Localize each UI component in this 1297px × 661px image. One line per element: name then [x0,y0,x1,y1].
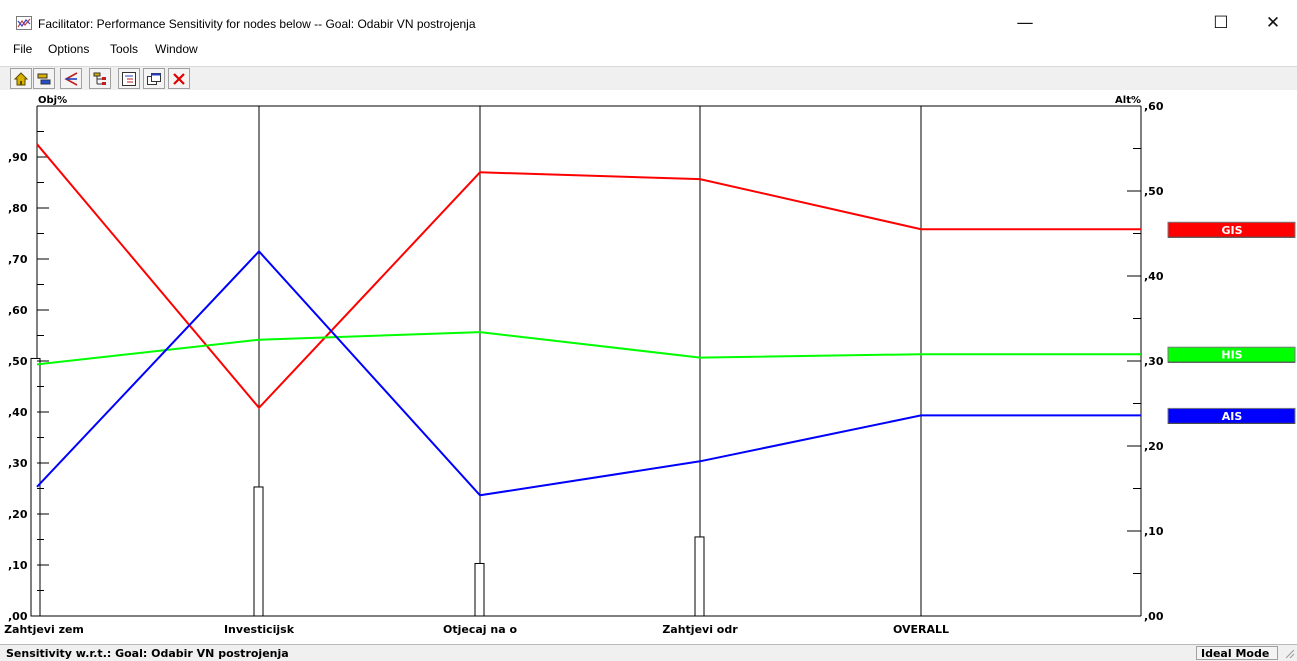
category-label: Investicijsk [224,623,295,636]
maximize-button[interactable]: ☐ [1213,13,1229,33]
left-axis-label: Obj% [38,95,67,106]
category-label: Zahtjevi odr [662,623,738,636]
toolbar [0,66,1297,92]
left-tick-label: ,00 [8,610,28,623]
minimize-button[interactable]: — [1016,13,1034,33]
status-text: Sensitivity w.r.t.: Goal: Odabir VN post… [6,647,289,660]
left-tick-label: ,50 [8,355,28,368]
left-tick-label: ,80 [8,202,28,215]
left-tick-label: ,70 [8,253,28,266]
right-tick-label: ,00 [1144,610,1164,623]
close-x-icon[interactable] [168,68,190,89]
objective-weight-bar-1 [30,357,41,617]
layers-icon[interactable] [33,68,55,89]
menu-window[interactable]: Window [155,42,198,56]
right-tick-label: ,40 [1144,270,1164,283]
objective-weight-bar-3 [474,562,485,617]
series-line-his [36,331,1141,366]
objective-bars[interactable] [30,357,705,617]
left-tick-label: ,30 [8,457,28,470]
close-button[interactable]: ✕ [1265,13,1281,33]
legend-item-ais[interactable]: AIS [1167,407,1296,424]
objective-weight-bar-4 [694,536,705,617]
windows-icon[interactable] [143,68,165,89]
resize-grip-icon[interactable] [1283,647,1295,659]
home-icon[interactable] [10,68,32,89]
legend-label-gis: GIS [1221,224,1242,237]
series-line-ais [36,249,1141,497]
right-tick-label: ,20 [1144,440,1164,453]
right-axis-label: Alt% [1115,95,1141,106]
tree-view-icon[interactable] [118,68,140,89]
status-bar: Sensitivity w.r.t.: Goal: Odabir VN post… [0,644,1297,661]
title-bar: Facilitator: Performance Sensitivity for… [0,0,1297,40]
hierarchy-icon[interactable] [89,68,111,89]
legend-item-gis[interactable]: GIS [1167,221,1296,238]
axis-ticks: ,00 ,10 ,20 ,30 ,40 ,50 ,60 ,70 ,80 ,90 ,00 ,10 ,20,… [8,100,1164,623]
category-label: OVERALL [893,623,949,636]
left-tick-label: ,40 [8,406,28,419]
right-tick-label: ,10 [1144,525,1164,538]
right-tick-label: ,50 [1144,185,1164,198]
menu-options[interactable]: Options [48,42,90,56]
left-tick-label: ,10 [8,559,28,572]
left-tick-label: ,20 [8,508,28,521]
menu-file[interactable]: File [13,42,33,56]
category-labels: Zahtjevi zem Investicijsk Otjecaj na o Zaht… [4,623,949,636]
menu-bar: File Options Tools Window [0,42,1297,60]
alternative-legend[interactable]: GIS HIS AIS [1167,221,1296,424]
right-tick-label: ,30 [1144,355,1164,368]
mode-indicator: Ideal Mode [1196,646,1278,660]
right-tick-label: ,60 [1144,100,1164,113]
legend-label-his: HIS [1221,349,1242,362]
legend-item-his[interactable]: HIS [1167,346,1296,363]
sensitivity-chart: Obj% Alt% ,00 ,10 ,20 ,30 ,40 ,50 ,60 ,70 ,80 ,90… [0,90,1297,644]
legend-label-ais: AIS [1222,410,1243,423]
window-title: Facilitator: Performance Sensitivity for… [38,17,476,31]
objective-weight-bar-2 [253,486,264,617]
left-tick-label: ,90 [8,151,28,164]
left-tick-label: ,60 [8,304,28,317]
category-label: Zahtjevi zem [4,623,84,636]
branch-arrows-icon[interactable] [60,68,82,89]
category-lines [258,106,922,616]
category-label: Otjecaj na o [443,623,517,636]
alternative-lines [36,143,1141,497]
app-icon [16,16,32,30]
menu-tools[interactable]: Tools [110,42,139,56]
series-line-gis [36,143,1141,410]
